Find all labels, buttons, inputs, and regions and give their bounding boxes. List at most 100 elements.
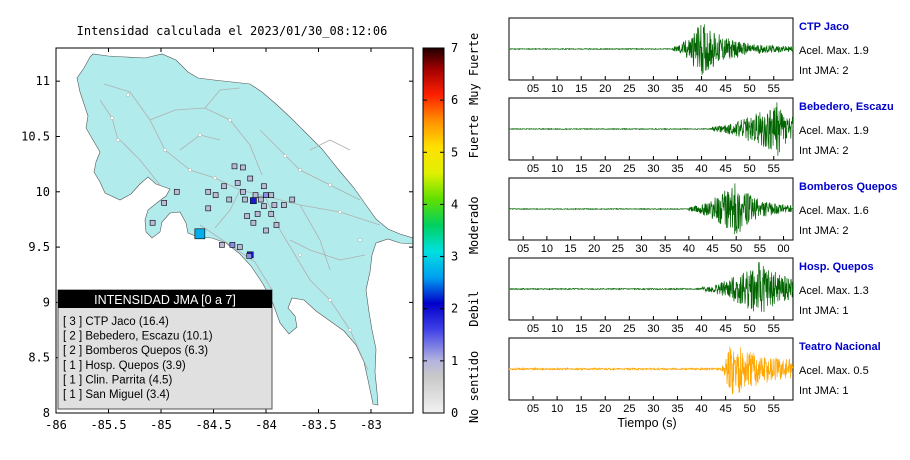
legend-entries: [ 3 ] CTP Jaco (16.4) [ 2 ] Bebedero, Esc… — [63, 316, 213, 401]
station-marker — [263, 227, 269, 234]
waveform-panels: 05 10 15 20 25 30 35 40 45 50 55 CTP Jaco Acel. Max.… — [508, 17, 897, 415]
map-x-tick-label: -83 — [360, 418, 382, 432]
legend-entry: [ 2 ] Bomberos Quepos (6.3) — [63, 345, 208, 357]
waveform-tick-label: 05 — [527, 163, 539, 175]
station-marker — [219, 242, 225, 248]
station-marker — [173, 188, 180, 195]
station-marker — [240, 188, 246, 195]
waveform-tick-label: 25 — [623, 403, 635, 415]
map-y-tick-label: 9.5 — [28, 240, 50, 254]
waveform-tick-label: 55 — [768, 403, 780, 415]
city-dot — [298, 253, 302, 257]
station-marker — [226, 196, 233, 203]
station-marker — [240, 164, 246, 171]
station-accel: Acel. Max. 1.9 — [799, 45, 869, 57]
waveform-tick-label: 15 — [575, 83, 587, 95]
waveform-tick-label: 30 — [647, 323, 659, 335]
map-y-tick-label: 11 — [36, 74, 50, 88]
station-marker — [254, 211, 261, 217]
city-markers — [110, 93, 362, 332]
city-dot — [213, 176, 217, 180]
city-dot — [328, 298, 332, 302]
city-dot — [126, 93, 130, 97]
waveform-tick-label: 15 — [575, 403, 587, 415]
intensity-colorbar: 0 1 2 3 4 5 6 7 No sentido Debil Moderado Fuerte Mu… — [422, 33, 481, 423]
map-x-tick-label: -85 — [150, 418, 172, 432]
waveform-tick-label: 35 — [671, 323, 683, 335]
station-marker — [261, 203, 267, 209]
waveform-tick-label: 20 — [599, 163, 611, 175]
road-line — [214, 189, 241, 229]
station-marker — [268, 211, 275, 217]
waveform-tick-label: 05 — [527, 83, 539, 95]
waveform-tick-label: 40 — [695, 163, 707, 175]
station-name: Bebedero, Escazu — [799, 101, 894, 113]
waveform-panel: 05 10 15 20 25 30 35 40 45 50 55 00 Bomberos Quepos A… — [508, 177, 897, 255]
map-frame — [55, 47, 414, 414]
road-line — [119, 139, 161, 186]
colorbar-tick-label: 7 — [451, 41, 458, 55]
waveform-panel: 05 10 15 20 25 30 35 40 45 50 55 Teatro Nacional Ace… — [508, 337, 881, 415]
station-marker — [234, 180, 241, 186]
station-marker — [212, 192, 219, 198]
map-title: Intensidad calculada el 2023/01/30_08:12… — [77, 24, 388, 38]
waveform-panel: 05 10 15 20 25 30 35 40 45 50 55 CTP Jaco Acel. Max.… — [508, 17, 869, 95]
waveform-tick-label: 10 — [551, 163, 563, 175]
colorbar-scale — [422, 47, 445, 414]
station-marker — [229, 242, 236, 248]
waveform-tick-label: 50 — [744, 403, 756, 415]
waveform-tick-label: 50 — [730, 243, 742, 255]
station-name: CTP Jaco — [799, 21, 849, 33]
time-axis-label: Tiempo (s) — [617, 416, 676, 430]
waveform-tick-label: 25 — [623, 83, 635, 95]
waveform-tick-label: 30 — [635, 243, 647, 255]
station-accel: Acel. Max. 0.5 — [799, 365, 869, 377]
city-dot — [283, 154, 287, 158]
station-marker — [263, 192, 269, 198]
waveform-tick-label: 40 — [695, 403, 707, 415]
colorbar-class-label: Fuerte — [467, 115, 481, 158]
waveform-tick-label: 05 — [527, 403, 539, 415]
map-x-axis: -86 -85.5 -85 -84.5 -84 -83.5 -83 — [45, 48, 382, 432]
waveform-tick-label: 20 — [599, 323, 611, 335]
station-marker — [247, 175, 254, 182]
road-line — [204, 87, 241, 109]
station-marker — [231, 163, 238, 170]
waveform-tick-label: 45 — [706, 243, 718, 255]
waveform-tick-label: 35 — [671, 163, 683, 175]
waveform-tick-label: 40 — [695, 83, 707, 95]
colorbar-tick-label: 5 — [451, 145, 458, 159]
station-marker — [261, 183, 267, 190]
legend-entry: [ 2 ] Bebedero, Escazu (10.1) — [63, 331, 213, 343]
map-x-tick-label: -86 — [45, 418, 67, 432]
station-accel: Acel. Max. 1.9 — [799, 125, 869, 137]
waveform-tick-label: 10 — [541, 243, 553, 255]
city-dot — [110, 116, 114, 120]
waveform-tick-label: 45 — [719, 83, 731, 95]
road-line — [289, 239, 366, 261]
waveform-panel: 05 10 15 20 25 30 35 40 45 50 55 Hosp. Quepos Acel. … — [508, 257, 874, 335]
road-line — [199, 224, 273, 291]
city-dot — [298, 168, 302, 172]
waveform-tick-label: 55 — [768, 83, 780, 95]
waveform-tick-label: 55 — [768, 323, 780, 335]
station-marker — [236, 244, 243, 250]
waveform-tick-label: 05 — [527, 323, 539, 335]
colorbar-tick-label: 3 — [451, 250, 458, 264]
waveform-tick-label: 50 — [744, 163, 756, 175]
map-y-axis: 11 10.5 10 9.5 9 8.5 8 — [21, 74, 413, 420]
station-marker — [271, 202, 278, 208]
colorbar-ticks: 0 1 2 3 4 5 6 7 — [423, 41, 458, 420]
colorbar-tick-label: 6 — [451, 93, 458, 107]
waveform-tick-label: 15 — [575, 323, 587, 335]
station-accel: Acel. Max. 1.6 — [799, 205, 869, 217]
waveform-tick-label: 40 — [695, 323, 707, 335]
waveform-trace — [508, 24, 794, 76]
road-line — [309, 139, 351, 151]
waveform-tick-label: 30 — [647, 403, 659, 415]
waveform-tick-label: 30 — [647, 83, 659, 95]
city-dot — [328, 183, 332, 187]
colorbar-class-label: Muy Fuerte — [467, 33, 481, 105]
road-line — [299, 204, 331, 271]
waveform-tick-label: 15 — [564, 243, 576, 255]
